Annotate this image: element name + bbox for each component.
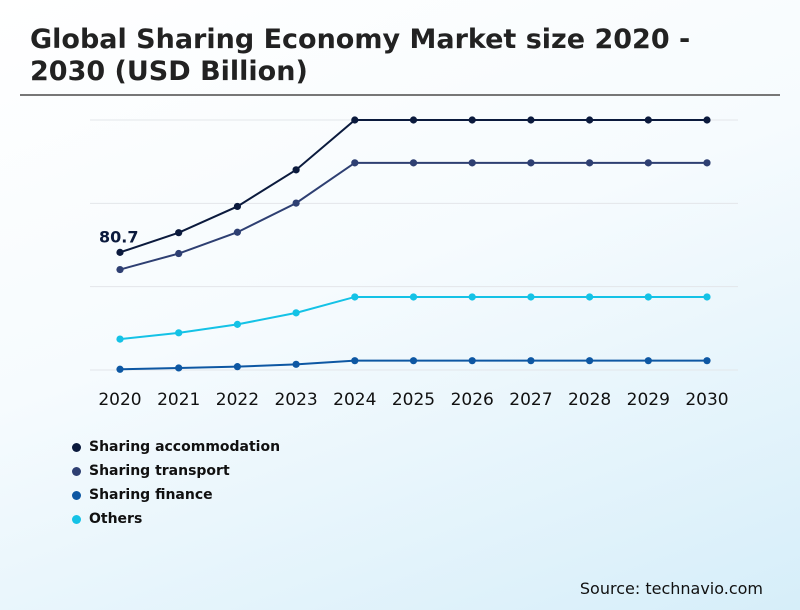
legend-item: Sharing finance: [72, 483, 280, 507]
data-point: [351, 357, 359, 365]
data-point: [527, 357, 535, 365]
legend-label: Sharing finance: [89, 487, 213, 503]
data-point: [468, 293, 476, 301]
x-tick-label: 2029: [627, 390, 670, 410]
line-chart: 2020 2021 2022 2023 2024 2025 2026 2027 2028 2029…: [90, 116, 738, 410]
chart-title: Global Sharing Economy Market size 2020 …: [30, 24, 691, 87]
data-point: [703, 159, 711, 167]
data-point: [468, 159, 476, 167]
data-point: [527, 159, 535, 167]
data-point: [703, 293, 711, 301]
data-point: [233, 363, 241, 371]
legend-label: Sharing accommodation: [89, 439, 281, 455]
x-tick-label: 2026: [451, 390, 494, 410]
data-label: 80.7: [99, 227, 138, 246]
data-point: [468, 116, 476, 124]
data-point: [116, 248, 124, 256]
data-point: [644, 293, 652, 301]
data-point: [175, 249, 183, 258]
data-point: [586, 293, 594, 301]
x-tick-label: 2028: [568, 390, 611, 410]
data-point: [116, 265, 124, 274]
data-point: [351, 159, 359, 167]
series-line: [119, 119, 707, 254]
data-point: [586, 116, 594, 124]
data-point: [644, 357, 652, 365]
data-point: [233, 228, 241, 236]
data-point: [409, 116, 418, 124]
legend-marker-icon: [72, 466, 81, 476]
data-point: [292, 166, 300, 174]
x-tick-label: 2023: [274, 390, 317, 410]
data-point: [116, 335, 124, 343]
legend-marker-icon: [72, 514, 81, 524]
data-point: [644, 116, 652, 124]
x-tick-label: 2020: [98, 390, 141, 410]
legend-marker-icon: [72, 442, 81, 452]
legend-item: Sharing transport: [72, 459, 280, 483]
data-point: [527, 116, 535, 124]
series-line: [119, 295, 707, 341]
legend-label: Sharing transport: [89, 463, 230, 479]
legend-item: Others: [72, 507, 280, 531]
data-point: [292, 360, 300, 368]
data-point: [233, 320, 241, 328]
x-tick-label: 2024: [333, 390, 376, 410]
series-line: [119, 161, 707, 271]
x-tick-label: 2027: [509, 390, 552, 410]
data-point: [586, 159, 594, 167]
data-point: [409, 293, 418, 301]
x-tick-label: 2025: [392, 390, 435, 410]
title-divider: [20, 94, 780, 96]
data-point: [409, 357, 418, 365]
data-point: [468, 357, 476, 365]
data-point: [116, 365, 124, 373]
data-point: [586, 357, 594, 365]
source-note: Source: technavio.com: [579, 579, 763, 598]
legend: Sharing accommodation Sharing transport Sh…: [72, 435, 280, 531]
x-tick-label: 2022: [216, 390, 259, 410]
x-tick-label: 2030: [685, 390, 728, 410]
data-point: [175, 364, 183, 372]
data-point: [292, 309, 300, 317]
data-point: [703, 357, 711, 365]
data-point: [292, 199, 300, 207]
legend-item: Sharing accommodation: [72, 435, 280, 459]
data-point: [527, 293, 535, 301]
data-point: [175, 329, 183, 337]
data-point: [409, 159, 418, 167]
data-point: [351, 116, 359, 124]
x-tick-label: 2021: [157, 390, 200, 410]
data-point: [351, 293, 359, 301]
legend-label: Others: [89, 511, 143, 527]
data-point: [703, 116, 711, 124]
data-point: [175, 229, 183, 237]
legend-marker-icon: [72, 490, 81, 500]
data-point: [644, 159, 652, 167]
data-point: [233, 202, 241, 211]
